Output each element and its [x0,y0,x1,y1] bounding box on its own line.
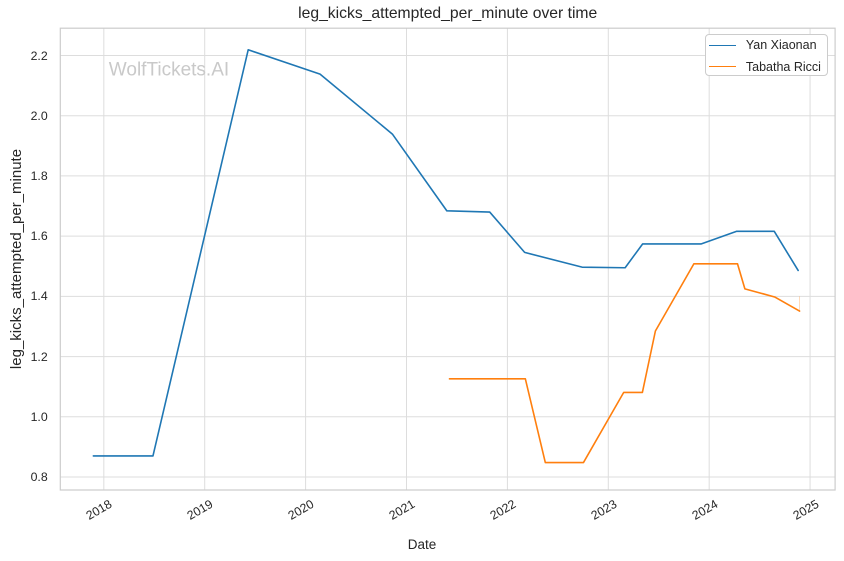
svg-text:WolfTickets.AI: WolfTickets.AI [109,60,229,81]
